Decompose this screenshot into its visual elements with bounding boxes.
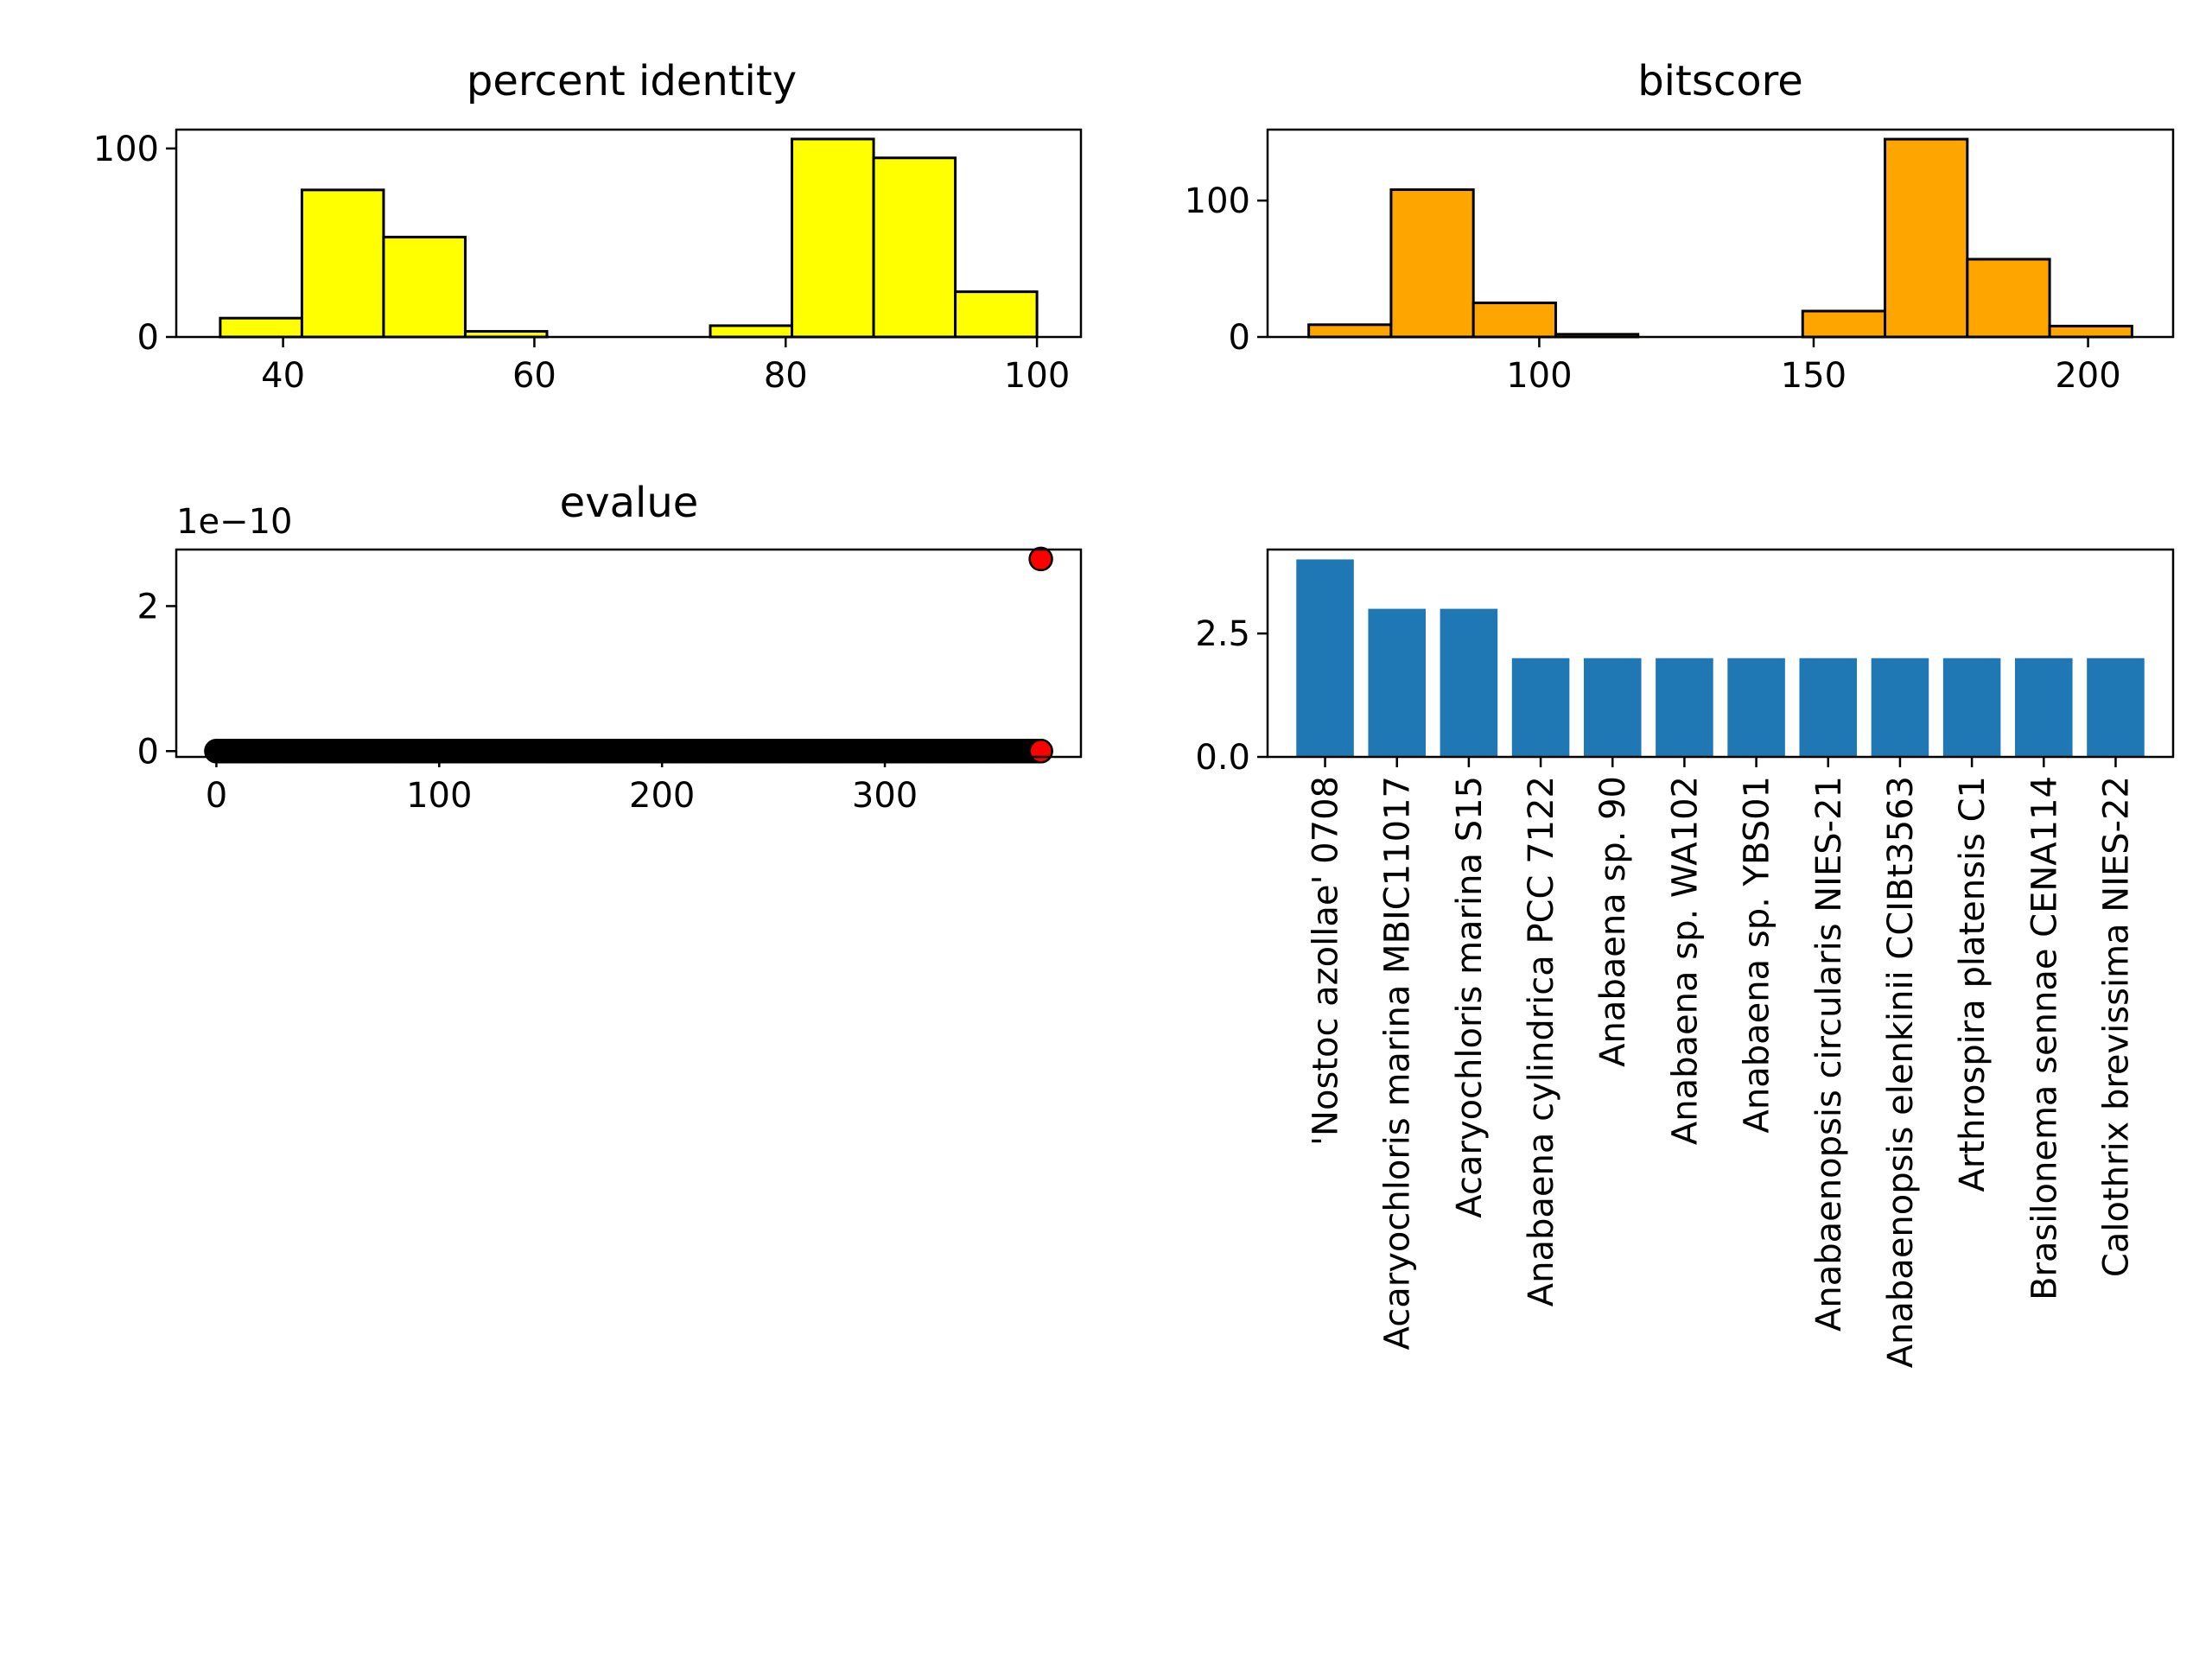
identity-histogram-bar — [872, 156, 957, 339]
species-category-label: Anabaena sp. 90 — [1593, 776, 1633, 1067]
species-category-label: Acaryochloris marina MBIC11017 — [1378, 776, 1418, 1350]
bitscore-histogram-bar — [1884, 137, 1969, 339]
species-category-label: Anabaenopsis elenkinii CCIBt3563 — [1881, 776, 1921, 1368]
evalue-ytick-label: 0 — [137, 732, 159, 772]
bitscore-ticks: 100 150 200 0 100 — [1185, 181, 2121, 396]
bitscore-xtick-label: 150 — [1781, 356, 1847, 396]
species-bar-chart: 'Nostoc azollae' 0708 Acaryochloris marin… — [1195, 548, 2175, 1368]
identity-histogram-bar — [954, 290, 1039, 339]
percent-identity-ticks: 40 60 80 100 0 100 — [93, 130, 1071, 396]
bitscore-histogram-bar — [1471, 302, 1557, 339]
identity-ytick-label: 0 — [137, 318, 159, 358]
species-category-label: Anabaena sp. WA102 — [1665, 776, 1705, 1145]
species-bars — [1296, 559, 2145, 757]
species-bar — [2015, 658, 2073, 757]
species-ytick-label: 0.0 — [1195, 738, 1250, 778]
species-bar — [1440, 608, 1498, 757]
evalue-offset-label: 1e−10 — [176, 502, 292, 542]
evalue-ytick-label: 2 — [137, 587, 159, 626]
species-category-label: Calothrix brevissima NIES-22 — [2096, 776, 2136, 1277]
bitscore-title: bitscore — [1637, 57, 1803, 105]
species-axes-frame — [1266, 548, 2175, 759]
species-bar — [1296, 559, 1354, 757]
species-bar — [1511, 658, 1570, 757]
species-category-label: Brasilonema sennae CENA114 — [2024, 776, 2064, 1300]
species-bar — [1583, 658, 1642, 757]
percent-identity-histogram: percent identity 40 60 80 100 0 100 — [93, 57, 1083, 396]
evalue-title: evalue — [560, 479, 699, 527]
species-bar — [2087, 658, 2145, 757]
evalue-axes-frame — [175, 548, 1083, 759]
species-bar — [1799, 658, 1858, 757]
bitscore-xtick-label: 100 — [1506, 356, 1572, 396]
species-bar — [1656, 658, 1713, 757]
bitscore-histogram-bar — [1801, 309, 1887, 339]
evalue-xtick-label: 200 — [629, 776, 695, 816]
evalue-xtick-label: 300 — [852, 776, 918, 816]
identity-histogram-bar — [300, 188, 385, 339]
species-bar — [1942, 658, 2001, 757]
species-ytick-label: 2.5 — [1195, 614, 1250, 654]
identity-xtick-label: 100 — [1004, 356, 1070, 396]
bitscore-bars — [1307, 137, 2133, 339]
species-ticks: 'Nostoc azollae' 0708 Acaryochloris marin… — [1195, 614, 2136, 1368]
identity-ytick-label: 100 — [93, 130, 159, 169]
species-bar — [1368, 608, 1426, 757]
species-category-label: Anabaena cylindrica PCC 7122 — [1522, 776, 1561, 1306]
identity-histogram-bar — [709, 324, 794, 339]
bitscore-ytick-label: 100 — [1185, 181, 1250, 221]
evalue-highlight-point — [1028, 739, 1053, 764]
identity-xtick-label: 40 — [261, 356, 305, 396]
evalue-xtick-label: 100 — [406, 776, 472, 816]
species-bar — [1727, 658, 1785, 757]
evalue-xtick-label: 0 — [206, 776, 227, 816]
bitscore-ytick-label: 0 — [1229, 318, 1250, 358]
identity-histogram-bar — [791, 137, 875, 339]
bitscore-histogram-bar — [2048, 324, 2133, 339]
evalue-scatter: evalue 1e−10 0 100 200 300 0 2 — [137, 479, 1083, 816]
identity-xtick-label: 80 — [764, 356, 808, 396]
bitscore-histogram: bitscore 100 150 200 0 100 — [1185, 57, 2175, 396]
identity-histogram-bar — [219, 316, 303, 339]
evalue-highlight-point — [1028, 546, 1053, 572]
bitscore-axes-frame — [1266, 128, 2175, 339]
evalue-ticks: 0 100 200 300 0 2 — [137, 587, 918, 816]
bitscore-histogram-bar — [1307, 323, 1393, 339]
percent-identity-title: percent identity — [467, 57, 797, 105]
percent-identity-bars — [219, 137, 1039, 339]
species-category-label: Arthrospira platensis C1 — [1953, 776, 1993, 1192]
species-bar — [1871, 658, 1929, 757]
bitscore-histogram-bar — [1966, 257, 2051, 339]
species-category-label: Anabaena sp. YBS01 — [1738, 776, 1777, 1133]
bitscore-histogram-bar — [1389, 188, 1475, 339]
percent-identity-axes-frame — [175, 128, 1083, 339]
identity-histogram-bar — [382, 235, 467, 339]
bitscore-xtick-label: 200 — [2055, 356, 2120, 396]
species-category-label: Anabaenopsis circularis NIES-21 — [1809, 776, 1849, 1332]
identity-xtick-label: 60 — [512, 356, 556, 396]
species-category-label: 'Nostoc azollae' 0708 — [1306, 776, 1346, 1146]
species-category-label: Acaryochloris marina S15 — [1450, 776, 1490, 1218]
